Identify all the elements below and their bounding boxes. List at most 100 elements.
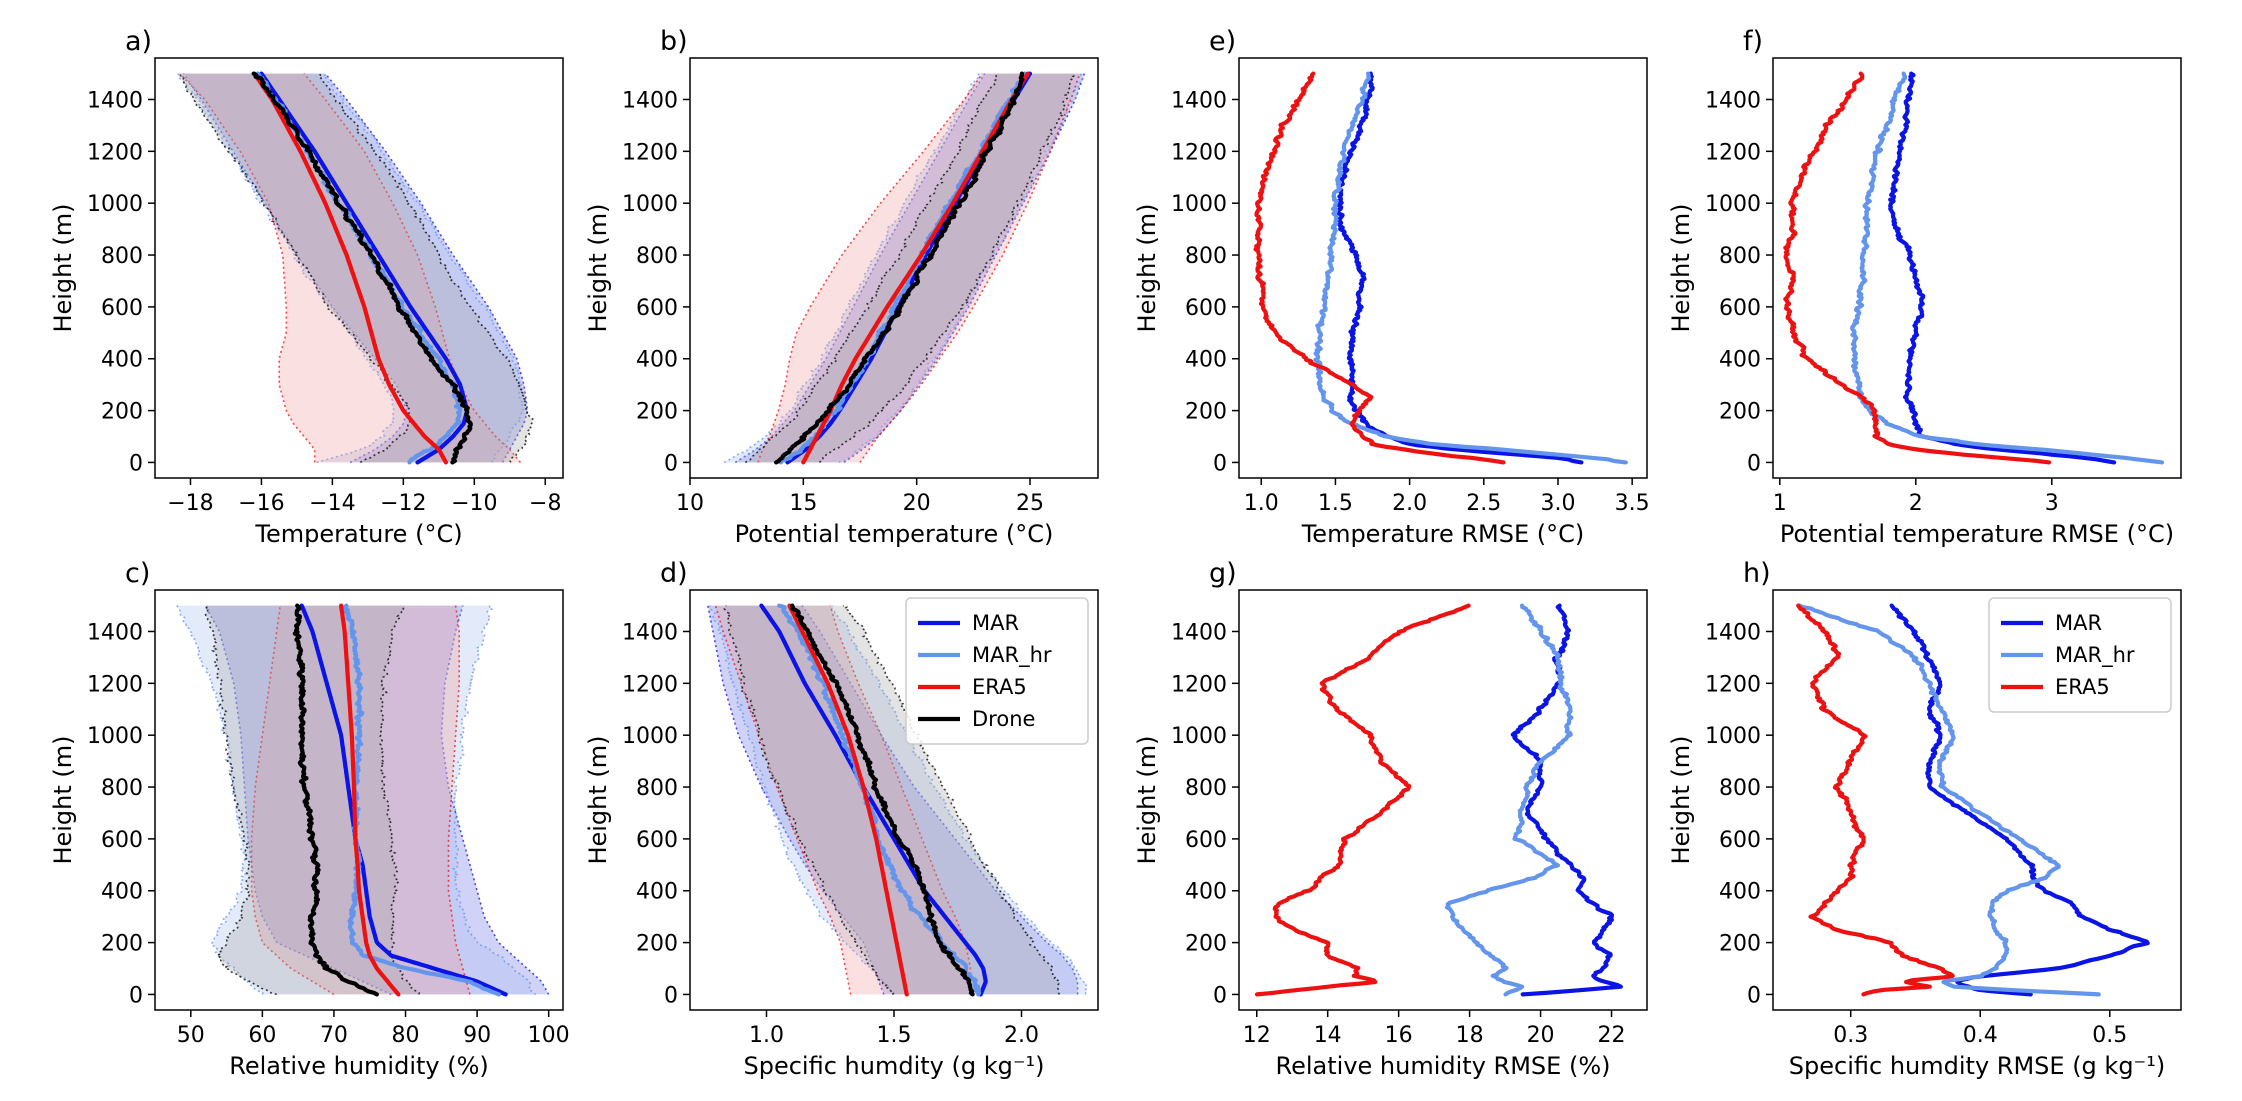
- x-tick-label: 0.5: [2092, 1023, 2127, 1048]
- y-tick-label: 0: [1747, 983, 1761, 1008]
- x-tick-label: 1.5: [1318, 491, 1353, 516]
- y-tick-label: 600: [101, 296, 143, 321]
- x-tick-label: 50: [177, 1023, 205, 1048]
- y-tick-label: 1200: [622, 140, 678, 165]
- series-line-ERA5: [1796, 603, 1955, 997]
- x-tick-label: 100: [528, 1023, 570, 1048]
- band-edge-MAR-high: [801, 605, 1079, 995]
- y-axis-label: Height (m): [49, 735, 77, 864]
- panel-label: f): [1743, 26, 1763, 57]
- x-tick-label: 25: [1016, 491, 1044, 516]
- y-tick-label: 400: [636, 348, 678, 373]
- series-line-ERA5: [339, 603, 401, 997]
- x-tick-label: 3: [2045, 491, 2059, 516]
- series-line-ERA5: [1254, 603, 1471, 997]
- series-line-ERA5: [1783, 71, 2052, 465]
- y-tick-label: 1400: [1705, 620, 1761, 645]
- y-tick-label: 1200: [622, 672, 678, 697]
- y-tick-label: 1400: [1171, 88, 1227, 113]
- y-tick-label: 0: [129, 451, 143, 476]
- x-tick-label: 15: [789, 491, 817, 516]
- plot-area: [1254, 603, 1624, 997]
- x-tick-label: −10: [451, 491, 497, 516]
- plot-area: [1253, 71, 1628, 465]
- series-line-MAR: [759, 603, 988, 997]
- y-axis-label: Height (m): [584, 203, 612, 332]
- y-tick-label: 400: [1185, 880, 1227, 905]
- panel-label: a): [125, 26, 152, 57]
- y-tick-label: 800: [1719, 244, 1761, 269]
- band-edge-Drone-high: [378, 605, 420, 995]
- y-tick-label: 800: [636, 776, 678, 801]
- x-tick-label: 3.0: [1540, 491, 1575, 516]
- series-line-MAR_hr: [1850, 71, 2165, 465]
- x-tick-label: 0.3: [1833, 1023, 1868, 1048]
- panel-label: h): [1743, 558, 1771, 589]
- series-line-Drone: [790, 603, 975, 997]
- y-tick-label: 1200: [87, 140, 143, 165]
- y-tick-label: 1400: [1705, 88, 1761, 113]
- x-tick-label: 16: [1385, 1023, 1413, 1048]
- y-tick-label: 200: [1185, 932, 1227, 957]
- band-MAR: [735, 73, 1085, 463]
- axes-frame: [689, 57, 1099, 479]
- legend-entry: MAR_hr: [2055, 643, 2135, 668]
- x-tick-label: 22: [1598, 1023, 1626, 1048]
- y-tick-label: 800: [1719, 776, 1761, 801]
- plot-area: [1783, 71, 2165, 465]
- y-tick-label: 1000: [1171, 192, 1227, 217]
- x-tick-label: 1.0: [1244, 491, 1279, 516]
- y-axis-label: Height (m): [49, 203, 77, 332]
- y-tick-label: 1200: [1705, 140, 1761, 165]
- x-tick-label: 0.4: [1963, 1023, 1998, 1048]
- axes-frame: [154, 589, 564, 1011]
- plot-area: [1796, 603, 2150, 997]
- y-tick-label: 1400: [1171, 620, 1227, 645]
- panel-h: 0.3 0.4 0.5 0 200 400 600 800 1000 1200 1400 Specif…: [1667, 558, 2182, 1080]
- x-tick-label: −16: [238, 491, 284, 516]
- x-axis-label: Relative humidity (%): [229, 1052, 489, 1080]
- y-tick-label: 400: [101, 348, 143, 373]
- legend: MAR MAR_hr ERA5 Drone: [905, 597, 1089, 745]
- y-tick-label: 600: [1185, 296, 1227, 321]
- y-tick-label: 800: [636, 244, 678, 269]
- y-tick-label: 0: [129, 983, 143, 1008]
- band-edge-MAR-low: [182, 73, 408, 464]
- series-line-ERA5: [1253, 71, 1506, 465]
- y-tick-label: 400: [1185, 348, 1227, 373]
- y-tick-label: 200: [1185, 400, 1227, 425]
- y-tick-label: 1400: [87, 88, 143, 113]
- band-edge-ERA5-low: [714, 605, 852, 995]
- panel-e: 1.0 1.5 2.0 2.5 3.0 3.5 0 200 400 600 800 1000 1200 1…: [1133, 26, 1650, 548]
- panel-g: 12 14 16 18 20 22 0 200 400 600 800 1000 1200 1400 Rel…: [1133, 558, 1648, 1080]
- legend-entry: MAR_hr: [972, 643, 1052, 668]
- y-tick-label: 600: [636, 296, 678, 321]
- x-tick-label: 3.5: [1615, 491, 1650, 516]
- x-tick-label: 2.0: [1392, 491, 1427, 516]
- series-line-ERA5: [252, 71, 448, 465]
- y-tick-label: 1200: [1705, 672, 1761, 697]
- band-MAR: [205, 605, 549, 995]
- x-axis-label: Relative humidity RMSE (%): [1276, 1052, 1611, 1080]
- y-tick-label: 0: [1213, 983, 1227, 1008]
- band-edge-MAR_hr-low: [723, 73, 981, 464]
- x-tick-label: −18: [167, 491, 213, 516]
- band-edge-MAR-low: [204, 605, 392, 996]
- panel-b: 10 15 20 25 0 200 400 600 800 1000 1200 1400 Potenti…: [584, 26, 1099, 548]
- y-tick-label: 200: [101, 932, 143, 957]
- band-edge-ERA5-low: [179, 73, 316, 463]
- series-line-Drone: [251, 71, 473, 465]
- series-line-MAR: [1510, 603, 1624, 997]
- y-tick-label: 1400: [87, 620, 143, 645]
- y-axis-label: Height (m): [584, 735, 612, 864]
- band-Drone: [724, 605, 1060, 995]
- y-tick-label: 400: [636, 880, 678, 905]
- x-tick-label: 1.5: [877, 1023, 912, 1048]
- panel-label: e): [1209, 26, 1236, 57]
- y-tick-label: 1000: [87, 192, 143, 217]
- legend: MAR MAR_hr ERA5: [1988, 597, 2172, 713]
- legend-entry: ERA5: [972, 675, 1027, 699]
- panel-d: 1.0 1.5 2.0 0 200 400 600 800 1000 1200 1400 Specif…: [584, 558, 1099, 1080]
- band-edge-Drone-low: [723, 605, 896, 995]
